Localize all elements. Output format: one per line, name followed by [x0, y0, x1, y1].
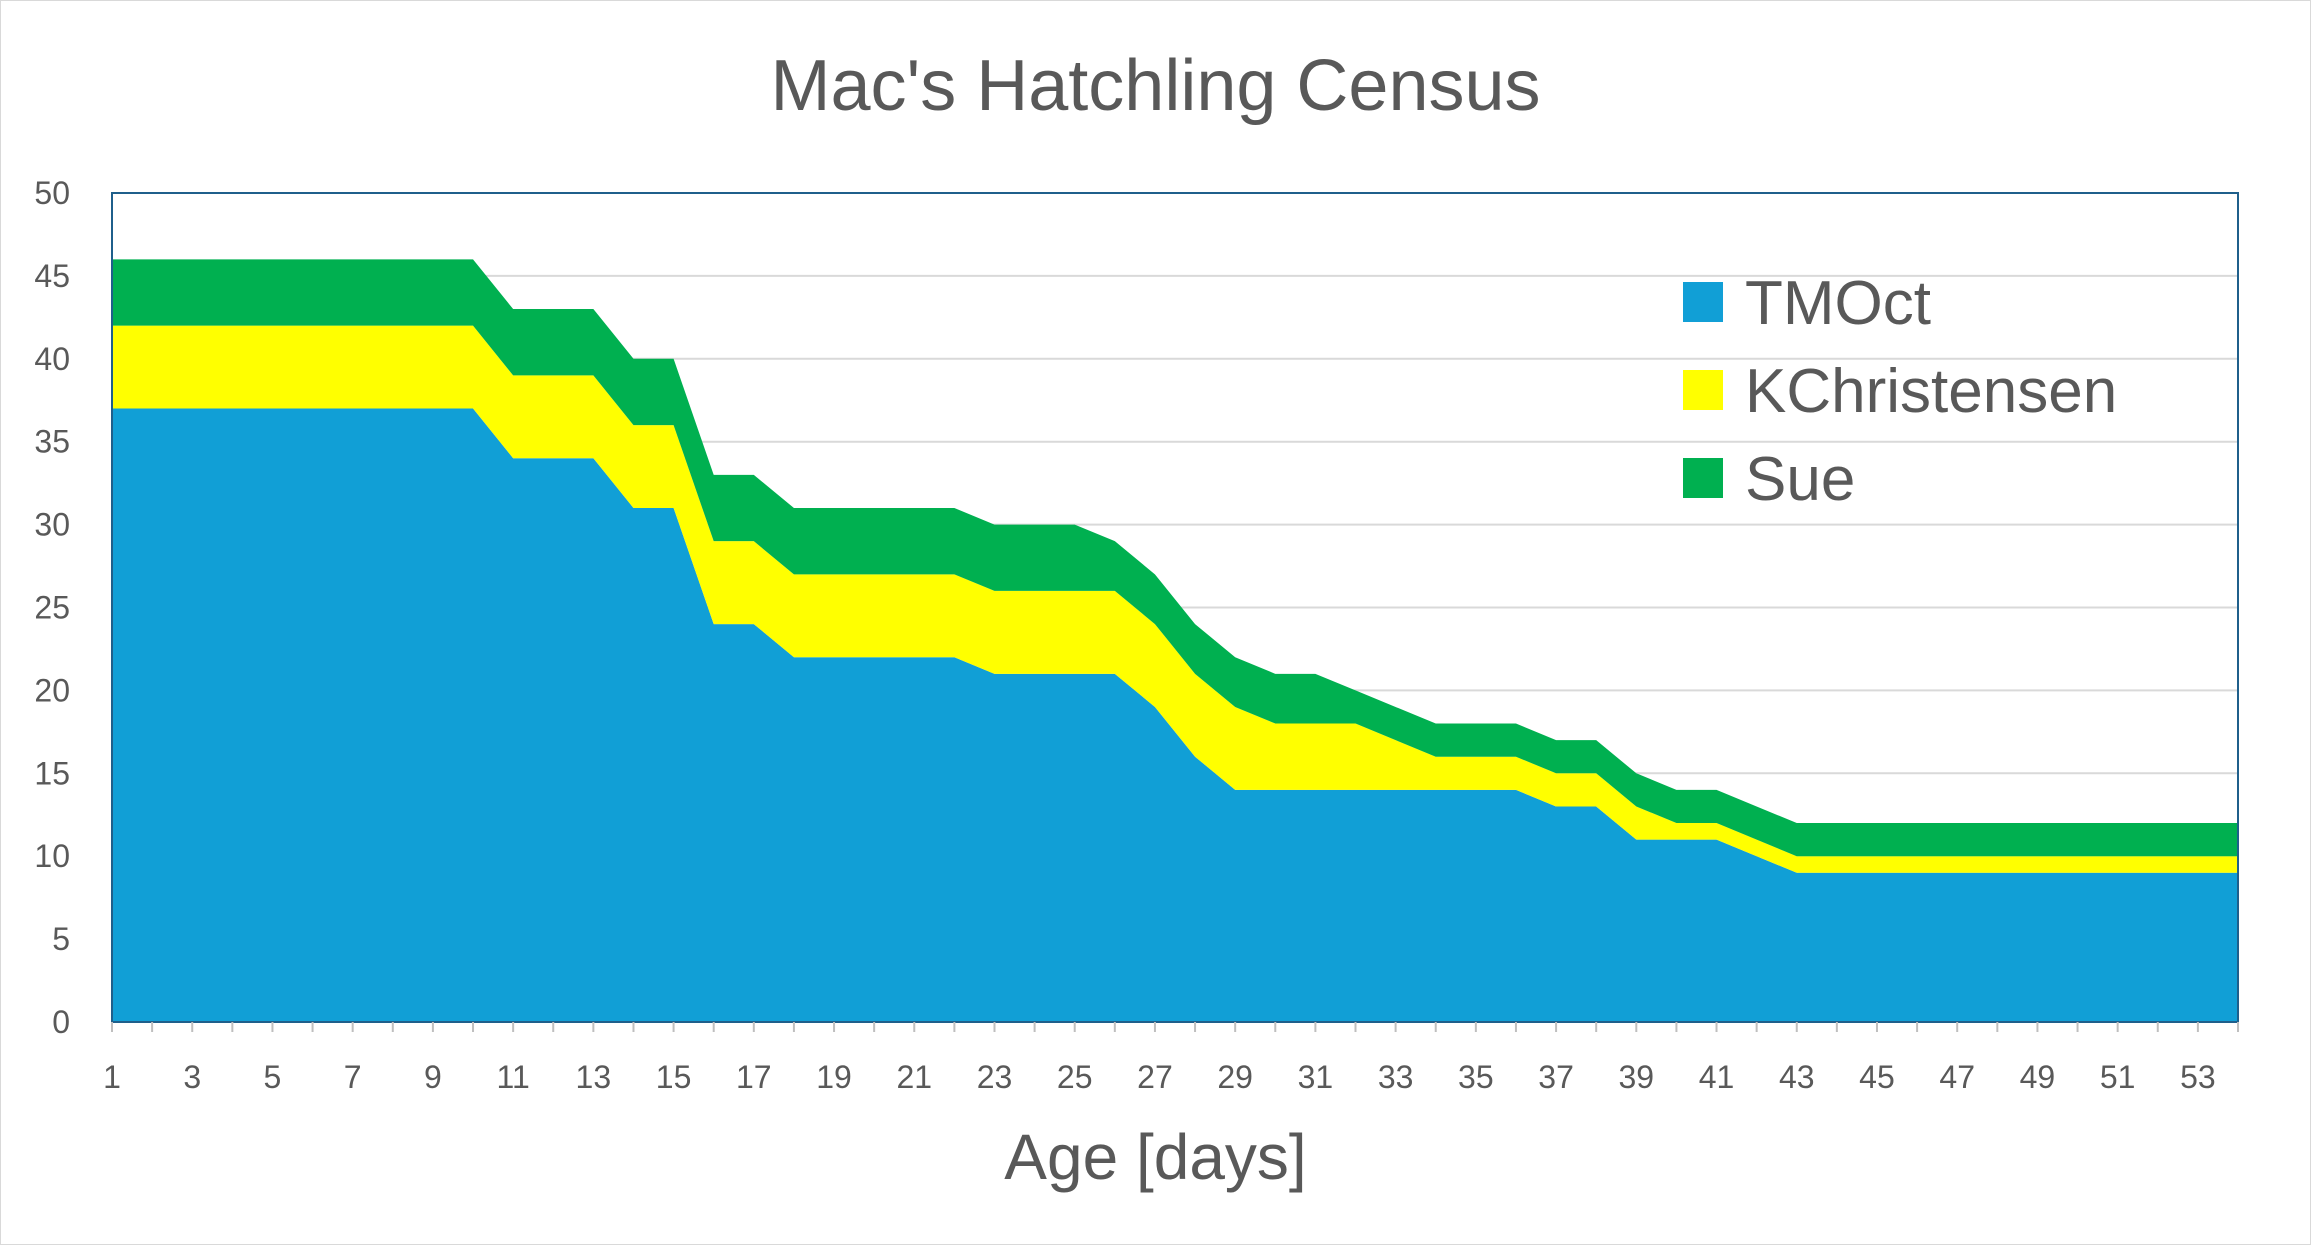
x-tick-label: 51	[2100, 1059, 2136, 1095]
x-tick-label: 1	[103, 1059, 121, 1095]
legend-swatch-tmoct	[1683, 282, 1723, 322]
legend-label-sue: Sue	[1745, 445, 1855, 514]
legend: TMOct KChristensen Sue	[1683, 269, 2117, 514]
x-tick-label: 53	[2180, 1059, 2216, 1095]
x-tick-label: 39	[1619, 1059, 1655, 1095]
x-tick-label: 33	[1378, 1059, 1414, 1095]
x-tick-label: 17	[736, 1059, 772, 1095]
x-tick-label: 29	[1217, 1059, 1253, 1095]
chart-title: Mac's Hatchling Census	[770, 46, 1541, 126]
x-tick-label: 49	[2020, 1059, 2056, 1095]
x-tick-label: 45	[1859, 1059, 1895, 1095]
y-tick-label: 35	[34, 424, 70, 460]
y-tick-label: 40	[34, 341, 70, 377]
x-tick-label: 5	[264, 1059, 282, 1095]
x-tick-label: 47	[1939, 1059, 1975, 1095]
x-tick-label: 41	[1699, 1059, 1735, 1095]
y-tick-label: 10	[34, 838, 70, 874]
y-tick-label: 45	[34, 258, 70, 294]
plot-border	[111, 192, 2239, 1023]
x-tick-label: 35	[1458, 1059, 1494, 1095]
legend-label-tmoct: TMOct	[1745, 269, 1931, 338]
y-tick-label: 5	[52, 921, 70, 957]
x-tick-label: 37	[1538, 1059, 1574, 1095]
series-areas	[112, 259, 2238, 1022]
x-tick-label: 9	[424, 1059, 442, 1095]
legend-label-kchristensen: KChristensen	[1745, 357, 2117, 426]
y-tick-label: 50	[34, 175, 70, 211]
y-tick-label: 0	[52, 1004, 70, 1040]
y-axis-ticks: 0 5 10 15 20 25 30 35 40 45 50	[34, 175, 70, 1040]
x-tick-label: 21	[896, 1059, 932, 1095]
area-kchristensen	[112, 325, 2238, 873]
x-tick-label: 27	[1137, 1059, 1173, 1095]
area-tmoct	[112, 408, 2238, 1022]
x-tick-label: 7	[344, 1059, 362, 1095]
legend-swatch-sue	[1683, 458, 1723, 498]
x-tick-label: 3	[183, 1059, 201, 1095]
x-axis-title: Age [days]	[1004, 1121, 1307, 1193]
y-tick-label: 25	[34, 590, 70, 626]
x-axis-ticks: 1 3 5 7 9 11 13 15 17 19 21 23 25 27 29 31 33 35 37 39 41 43 4…	[103, 1022, 2239, 1095]
x-tick-label: 13	[576, 1059, 612, 1095]
x-tick-label: 31	[1298, 1059, 1334, 1095]
y-tick-label: 20	[34, 672, 70, 708]
x-tick-label: 11	[497, 1059, 530, 1095]
area-sue	[112, 259, 2238, 857]
legend-swatch-kchristensen	[1683, 370, 1723, 410]
x-tick-label: 15	[656, 1059, 692, 1095]
x-tick-label: 25	[1057, 1059, 1093, 1095]
x-tick-label: 23	[977, 1059, 1013, 1095]
y-tick-label: 30	[34, 507, 70, 543]
x-tick-label: 19	[816, 1059, 852, 1095]
y-tick-label: 15	[34, 755, 70, 791]
x-tick-label: 43	[1779, 1059, 1815, 1095]
